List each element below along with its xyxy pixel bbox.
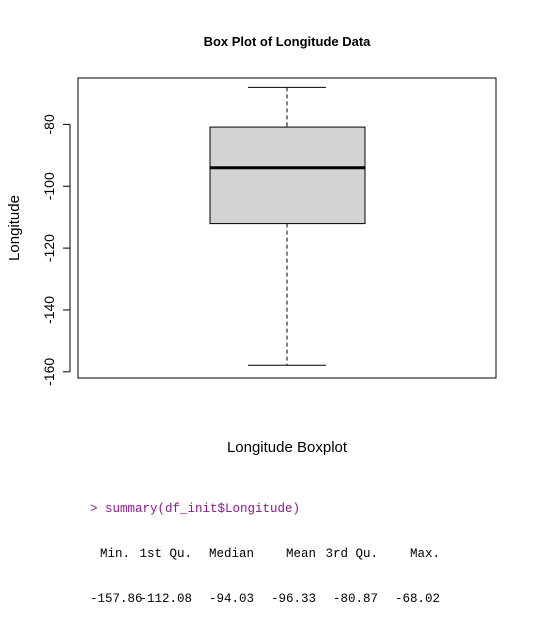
y-tick-label: -100 xyxy=(41,172,57,200)
summary-value-cell: -157.86 xyxy=(90,592,143,606)
summary-value-cell: -94.03 xyxy=(208,592,254,606)
y-tick-label: -120 xyxy=(41,234,57,262)
y-tick-label: -80 xyxy=(41,114,57,134)
summary-value-cell: -96.33 xyxy=(270,592,316,606)
y-axis: -80 -100 -120 -140 -160 xyxy=(41,114,71,386)
summary-value-row: -157.86-112.08 -94.03 -96.33 -80.87 -68.02 xyxy=(90,592,440,607)
y-tick-label: -160 xyxy=(41,358,57,386)
x-axis-label: Longitude Boxplot xyxy=(227,439,348,456)
console-output: > summary(df_init$Longitude) Min. 1st Qu.… xyxy=(90,472,440,622)
console-command: > summary(df_init$Longitude) xyxy=(90,502,301,516)
boxplot-chart: Box Plot of Longitude Data -80 -100 -120 -1… xyxy=(6,34,497,456)
y-axis-label: Longitude xyxy=(6,195,23,261)
chart-title: Box Plot of Longitude Data xyxy=(204,34,372,49)
box-group xyxy=(209,86,366,366)
plot-frame xyxy=(77,77,497,379)
summary-value-cell: -68.02 xyxy=(394,592,440,606)
y-tick-label: -140 xyxy=(41,296,57,324)
summary-value-cell: -80.87 xyxy=(332,592,378,606)
iqr-box xyxy=(209,126,366,225)
summary-value-cell: -112.08 xyxy=(139,592,192,606)
